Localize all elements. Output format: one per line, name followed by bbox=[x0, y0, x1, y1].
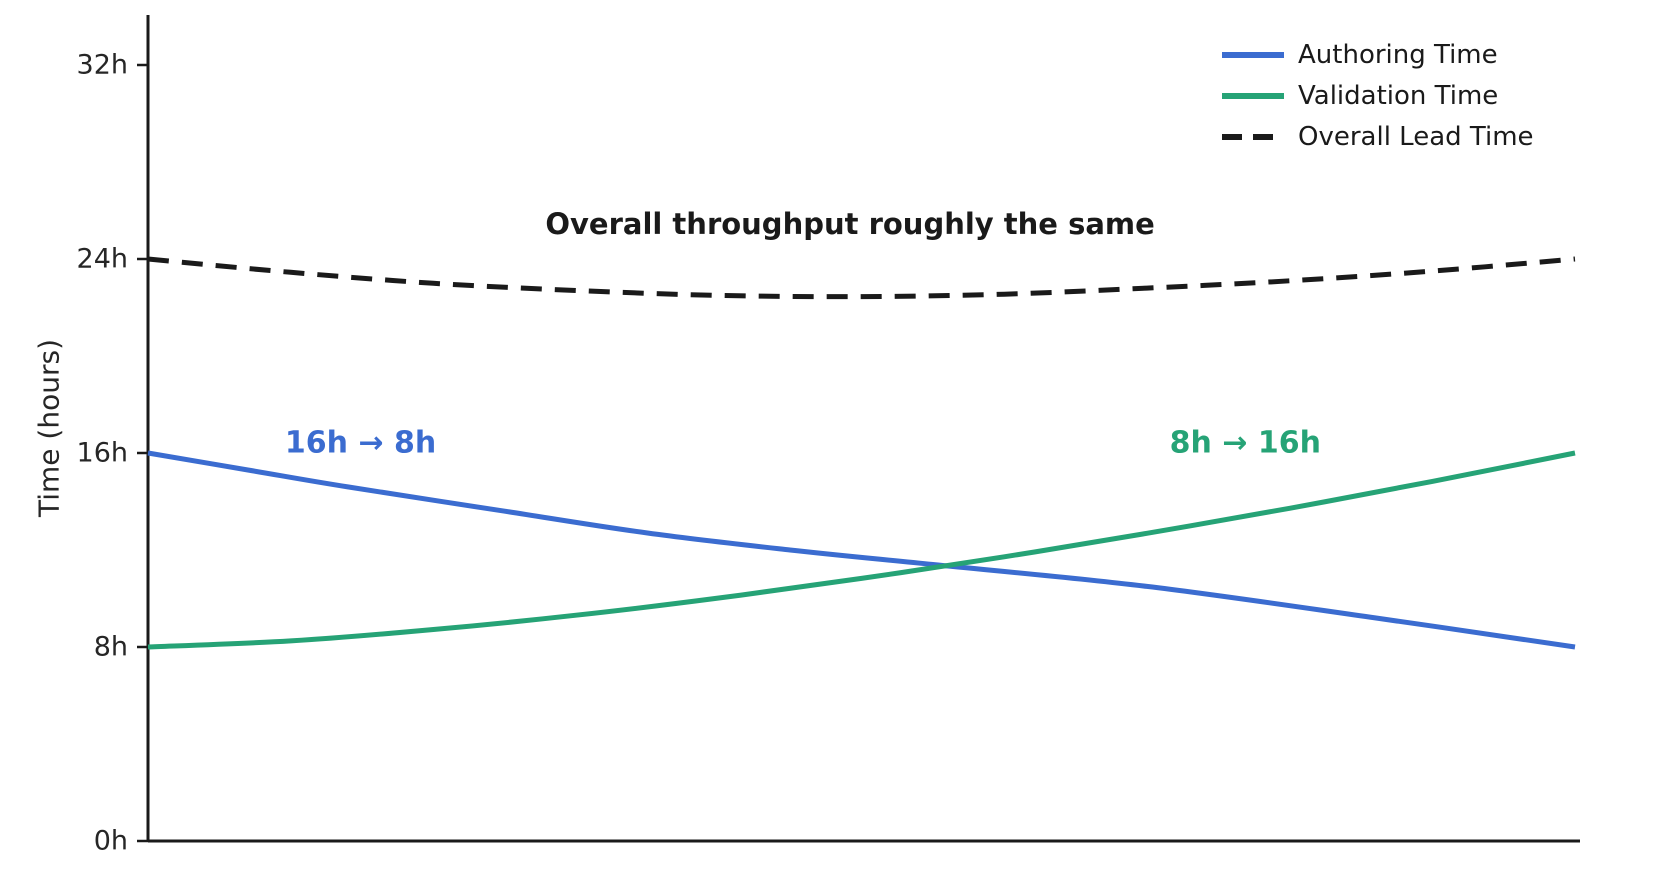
series-line-authoring-time bbox=[147, 450, 1576, 650]
y-tick-label: 32h bbox=[77, 50, 128, 81]
annotation-text: 16h → 8h bbox=[285, 426, 436, 461]
y-axis-label: Time (hours) bbox=[33, 339, 66, 518]
y-tick-label: 24h bbox=[77, 244, 128, 275]
legend-label: Validation Time bbox=[1298, 81, 1498, 111]
series-line-validation-time bbox=[147, 450, 1576, 650]
annotation-text: 8h → 16h bbox=[1170, 426, 1321, 461]
series-line-overall-lead-time bbox=[147, 256, 1576, 300]
legend-label: Overall Lead Time bbox=[1298, 122, 1534, 152]
legend-label: Authoring Time bbox=[1298, 40, 1498, 70]
y-tick-label: 0h bbox=[94, 826, 128, 857]
annotation-text: Overall throughput roughly the same bbox=[545, 207, 1154, 241]
y-tick-label: 8h bbox=[94, 632, 128, 663]
y-tick-label: 16h bbox=[77, 438, 128, 469]
